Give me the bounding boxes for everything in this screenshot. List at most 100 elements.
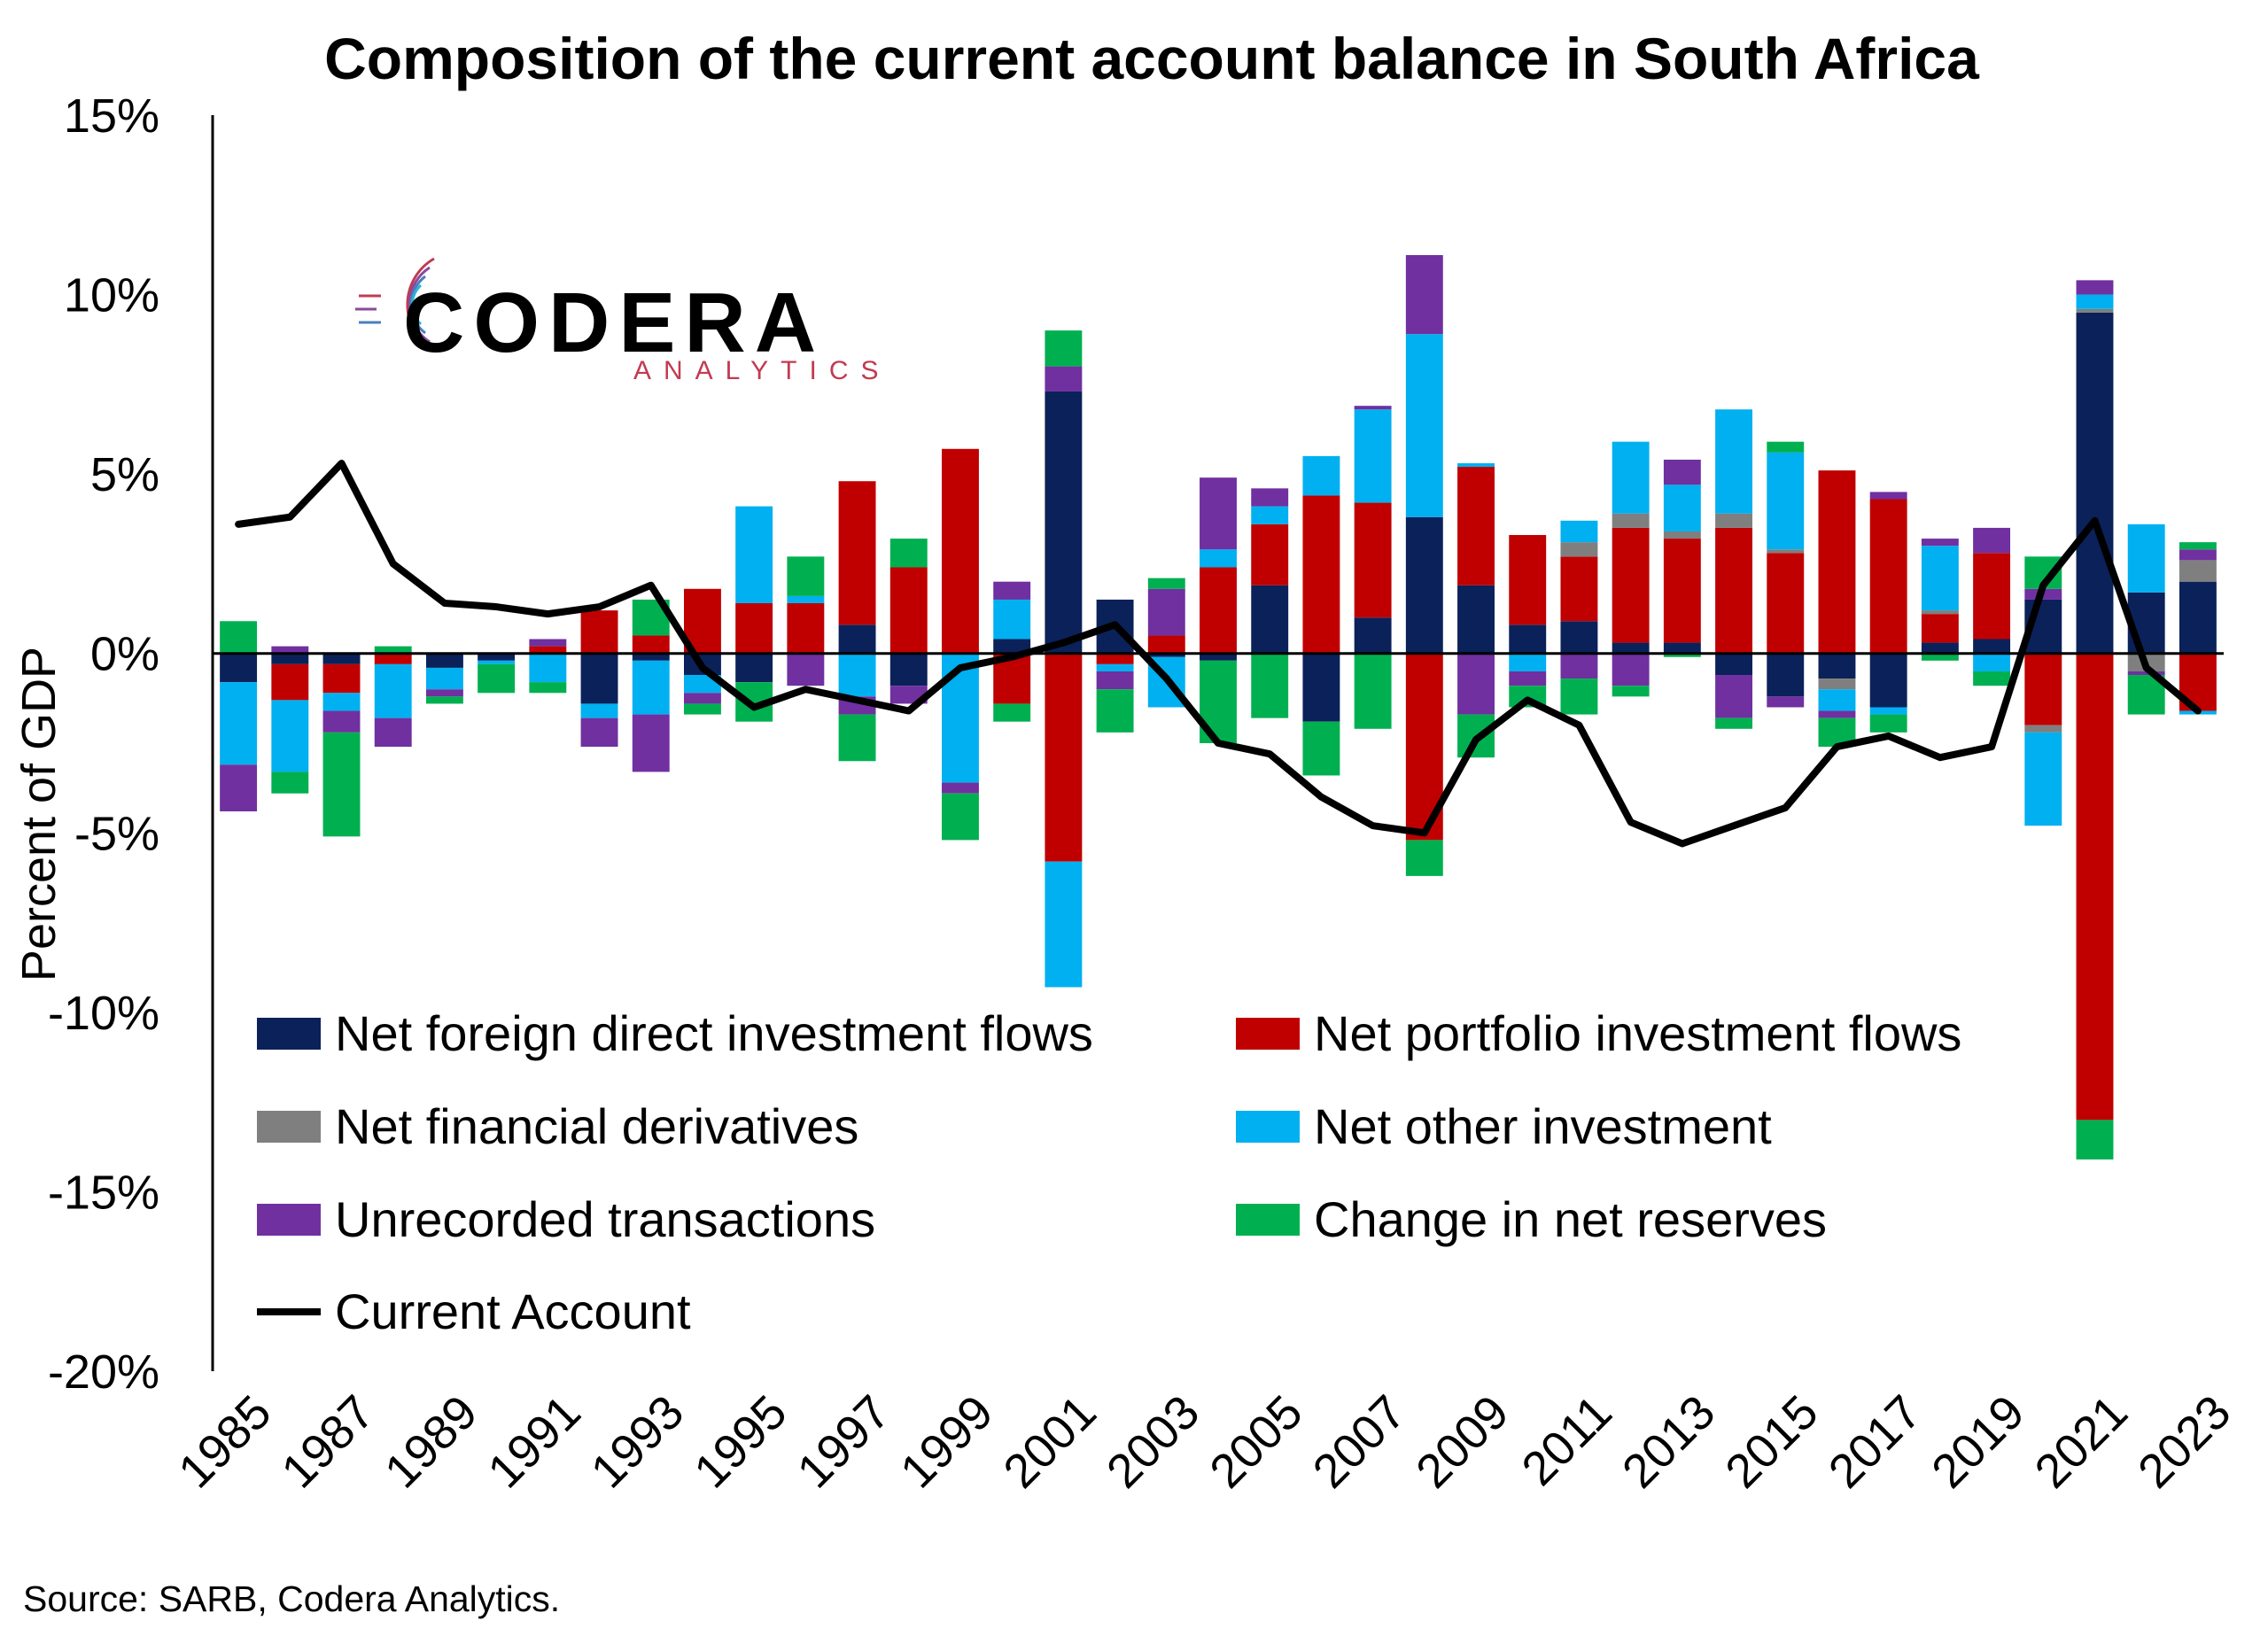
current-account-point-1989 (443, 601, 446, 604)
x-tick-label: 1997 (788, 1385, 900, 1498)
bar-segment-1999-s5 (942, 793, 979, 841)
legend-label-5: Change in net reserves (1314, 1191, 1827, 1247)
bar-segment-1998-s5 (889, 539, 928, 568)
x-tick-label: 2011 (1511, 1385, 1622, 1496)
bar-segment-1985-s3 (220, 682, 258, 765)
bar-segment-1993-s3 (632, 660, 670, 715)
bar-segment-2004-s1 (1200, 567, 1237, 654)
bar-segment-1987-s5 (322, 732, 361, 837)
bar-segment-1989-s3 (425, 667, 463, 690)
bar-segment-2000-s5 (993, 703, 1031, 722)
current-account-point-2020 (2042, 584, 2045, 586)
current-account-point-2010 (1526, 699, 1529, 702)
bar-segment-2017-s0 (1869, 653, 1907, 708)
bar-segment-2016-s2 (1818, 679, 1856, 690)
bar-segment-2008-s5 (1405, 840, 1443, 876)
current-account-point-2023 (2196, 710, 2199, 712)
legend-label-0: Net foreign direct investment flows (335, 1005, 1093, 1061)
current-account-point-1988 (392, 562, 394, 565)
bar-segment-2008-s4 (1405, 255, 1443, 335)
bar-segment-2020-s1 (2024, 653, 2062, 725)
chart-title: Composition of the current account balan… (324, 26, 1979, 91)
bar-segment-2002-s4 (1096, 671, 1134, 690)
current-account-point-1990 (495, 606, 498, 609)
bar-segment-2015-s2 (1767, 549, 1805, 554)
bar-segment-1985-s0 (220, 653, 258, 683)
bar-segment-2008-s0 (1405, 516, 1443, 654)
bar-segment-2019-s4 (1973, 527, 2011, 554)
bar-segment-1995-s3 (735, 506, 773, 603)
legend-swatch-0 (257, 1018, 321, 1050)
y-tick-label: -20% (48, 1345, 159, 1399)
bar-segment-2017-s1 (1869, 499, 1907, 654)
bar-segment-2013-s4 (1663, 459, 1701, 485)
current-account-point-2016 (1836, 746, 1838, 748)
bar-segment-2016-s0 (1818, 653, 1856, 679)
codera-logo-mark-icon (355, 257, 435, 353)
bar-segment-1997-s3 (838, 653, 876, 697)
bar-segment-2007-s0 (1354, 617, 1392, 654)
bar-segment-2006-s1 (1302, 495, 1340, 654)
x-tick-label: 1987 (272, 1385, 384, 1498)
legend-swatch-3 (1236, 1111, 1300, 1143)
bar-segment-2004-s4 (1200, 477, 1237, 550)
bar-segment-2023-s2 (2179, 560, 2217, 582)
current-account-point-1999 (959, 666, 961, 669)
bar-segment-2009-s4 (1457, 653, 1495, 715)
bar-segment-1991-s3 (529, 653, 567, 683)
current-account-point-1985 (237, 523, 240, 525)
bar-segment-2000-s4 (993, 581, 1031, 600)
bar-segment-2004-s3 (1200, 549, 1237, 568)
bar-segment-1992-s0 (580, 653, 618, 704)
bar-segment-1994-s4 (683, 693, 721, 704)
legend-label-4: Unrecorded transactions (335, 1191, 875, 1247)
bar-segment-2016-s1 (1818, 470, 1856, 654)
bar-segment-2019-s3 (1973, 653, 2011, 671)
bar-segment-1988-s5 (374, 646, 412, 654)
bar-segment-2014-s2 (1715, 513, 1753, 528)
bar-segment-1997-s5 (838, 714, 876, 762)
bar-segment-1999-s3 (942, 653, 979, 783)
bar-segment-2014-s4 (1715, 675, 1753, 718)
x-tick-label: 2013 (1612, 1385, 1725, 1498)
x-tick-label: 2023 (2128, 1385, 2241, 1498)
bar-segment-2001-s4 (1045, 366, 1083, 392)
bar-segment-2009-s0 (1457, 585, 1495, 654)
current-account-point-2006 (1320, 795, 1323, 798)
bar-segment-2007-s4 (1354, 406, 1392, 410)
bar-segment-2015-s1 (1767, 553, 1805, 654)
bar-segment-2018-s1 (1921, 614, 1959, 643)
source-note: Source: SARB, Codera Analytics. (23, 1578, 561, 1619)
bar-segment-2015-s4 (1767, 696, 1805, 708)
current-account-point-2008 (1423, 832, 1425, 834)
bar-segment-2016-s4 (1818, 710, 1856, 718)
current-account-point-2017 (1887, 734, 1890, 737)
codera-logo: CODERA ANALYTICS (350, 239, 952, 399)
current-account-point-1986 (289, 516, 291, 518)
bar-segment-2003-s1 (1147, 635, 1185, 654)
bar-segment-2011-s0 (1560, 621, 1598, 654)
x-tick-label: 1993 (581, 1385, 694, 1498)
bar-segment-1987-s4 (322, 710, 361, 733)
current-account-point-2021 (2093, 519, 2096, 522)
bar-segment-2018-s4 (1921, 539, 1959, 547)
bar-segment-2013-s5 (1663, 653, 1701, 657)
bar-segment-2006-s5 (1302, 721, 1340, 776)
bar-segment-1996-s3 (787, 595, 825, 603)
bar-segment-2017-s4 (1869, 492, 1907, 500)
bar-segment-2021-s1 (2076, 653, 2114, 1121)
bar-segment-1989-s5 (425, 696, 463, 704)
legend-swatch-2 (257, 1111, 321, 1143)
bar-segment-2005-s1 (1251, 523, 1289, 585)
bar-segment-1986-s0 (271, 653, 309, 664)
x-tick-label: 2007 (1303, 1385, 1416, 1498)
bar-segment-2022-s3 (2127, 523, 2165, 593)
bar-segment-1989-s4 (425, 689, 463, 697)
bar-segment-2002-s5 (1096, 689, 1134, 733)
current-account-point-2000 (1011, 655, 1014, 658)
bar-segment-2017-s5 (1869, 714, 1907, 733)
current-account-point-1994 (701, 666, 703, 669)
current-account-point-2018 (1938, 756, 1941, 759)
y-tick-label: 0% (90, 628, 159, 681)
bar-segment-2020-s3 (2024, 732, 2062, 826)
